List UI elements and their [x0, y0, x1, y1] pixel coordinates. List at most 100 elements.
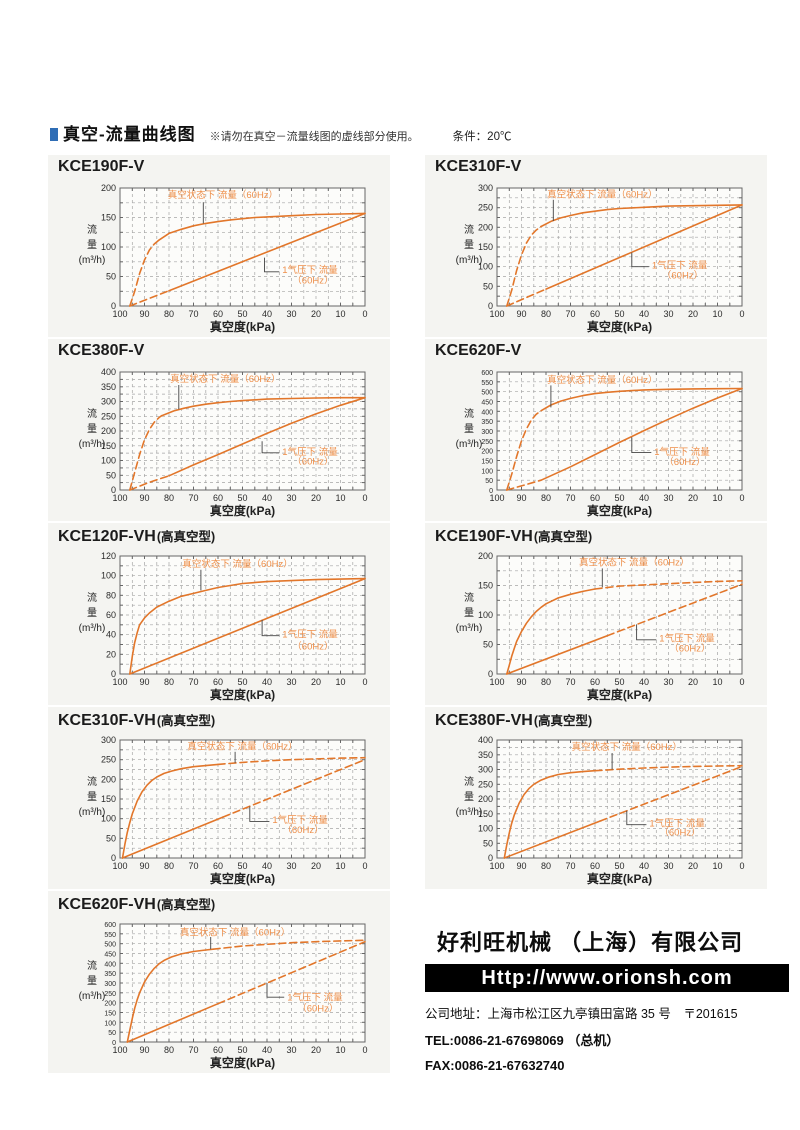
company-name: 好利旺机械 （上海）有限公司 [437, 930, 744, 955]
svg-text:300: 300 [478, 765, 493, 775]
svg-text:真空度(kPa): 真空度(kPa) [210, 687, 275, 702]
svg-text:真空状态下 流量（60Hz）: 真空状态下 流量（60Hz） [170, 373, 280, 385]
svg-text:30: 30 [663, 677, 673, 687]
svg-text:100: 100 [478, 824, 493, 834]
svg-text:20: 20 [688, 493, 698, 503]
svg-text:（60Hz）: （60Hz） [664, 456, 705, 468]
chart-panel-kce310f-vh: KCE310F-VH(高真空型) 0 50 100 150 200 250 300 100 90 8… [48, 707, 390, 889]
svg-text:量: 量 [87, 975, 97, 987]
chart-title: KCE310F-V [425, 155, 767, 178]
svg-text:500: 500 [104, 942, 116, 949]
svg-text:100: 100 [101, 814, 116, 824]
chart-model-name: KCE120F-VH [58, 528, 156, 545]
svg-text:40: 40 [262, 309, 272, 319]
svg-text:400: 400 [101, 367, 116, 377]
svg-text:50: 50 [106, 833, 116, 843]
svg-text:60: 60 [213, 861, 223, 871]
svg-text:90: 90 [516, 493, 526, 503]
svg-text:30: 30 [286, 677, 296, 687]
svg-text:50: 50 [485, 478, 493, 485]
chart-model-name: KCE310F-V [435, 158, 522, 175]
svg-text:1气压下 流量: 1气压下 流量 [652, 260, 708, 272]
svg-text:350: 350 [101, 382, 116, 392]
svg-text:100: 100 [104, 1020, 116, 1027]
svg-text:80: 80 [164, 677, 174, 687]
chart-model-name: KCE310F-VH [58, 712, 156, 729]
svg-text:真空度(kPa): 真空度(kPa) [210, 503, 275, 518]
svg-text:200: 200 [101, 183, 116, 193]
chart-panel-kce620f-vh: KCE620F-VH(高真空型) 0 50 100 150 200 250 300 350 400… [48, 891, 390, 1073]
svg-text:100: 100 [489, 861, 504, 871]
svg-text:400: 400 [481, 409, 493, 416]
svg-text:(m³/h): (m³/h) [79, 807, 106, 818]
svg-text:0: 0 [488, 669, 493, 679]
svg-text:90: 90 [516, 861, 526, 871]
svg-text:0: 0 [362, 861, 367, 871]
svg-text:20: 20 [688, 309, 698, 319]
svg-text:50: 50 [614, 493, 624, 503]
chart-title: KCE190F-V [48, 155, 390, 178]
svg-text:50: 50 [614, 861, 624, 871]
svg-text:0: 0 [111, 669, 116, 679]
svg-text:0: 0 [489, 488, 493, 495]
svg-text:60: 60 [590, 493, 600, 503]
svg-text:80: 80 [541, 677, 551, 687]
svg-text:30: 30 [286, 1045, 296, 1055]
svg-text:0: 0 [739, 309, 744, 319]
chart-model-name: KCE190F-V [58, 158, 145, 175]
svg-text:1气压下 流量: 1气压下 流量 [659, 632, 715, 644]
svg-text:500: 500 [481, 390, 493, 397]
svg-text:80: 80 [164, 861, 174, 871]
svg-text:40: 40 [639, 493, 649, 503]
page-header: 真空-流量曲线图 ※请勿在真空－流量线图的虚线部分使用。 条件：20℃ [50, 120, 511, 145]
svg-text:150: 150 [481, 459, 493, 466]
svg-text:100: 100 [112, 861, 127, 871]
svg-text:100: 100 [101, 456, 116, 466]
chart-panel-kce120f-vh: KCE120F-VH(高真空型) 0 20 40 60 80 100 120 100 90 80 70… [48, 523, 390, 705]
svg-text:流: 流 [464, 775, 474, 788]
svg-text:20: 20 [311, 1045, 321, 1055]
chart-title: KCE310F-VH(高真空型) [48, 707, 390, 730]
svg-text:10: 10 [712, 677, 722, 687]
svg-text:250: 250 [478, 203, 493, 213]
svg-text:0: 0 [362, 309, 367, 319]
svg-text:100: 100 [112, 493, 127, 503]
svg-text:30: 30 [286, 861, 296, 871]
chart-panel-kce620f-v: KCE620F-V 0 50 100 150 200 250 300 350 400 450 500 5… [425, 339, 767, 521]
svg-text:80: 80 [164, 493, 174, 503]
svg-text:80: 80 [541, 861, 551, 871]
svg-text:40: 40 [639, 309, 649, 319]
svg-text:50: 50 [237, 309, 247, 319]
svg-text:10: 10 [712, 493, 722, 503]
svg-text:400: 400 [104, 961, 116, 968]
svg-text:30: 30 [663, 309, 673, 319]
svg-text:100: 100 [112, 309, 127, 319]
svg-text:真空度(kPa): 真空度(kPa) [210, 871, 275, 886]
svg-text:300: 300 [478, 183, 493, 193]
svg-text:200: 200 [478, 222, 493, 232]
svg-text:流: 流 [87, 775, 97, 788]
svg-text:80: 80 [106, 590, 116, 600]
svg-text:真空度(kPa): 真空度(kPa) [587, 503, 652, 518]
svg-text:真空状态下 流量（60Hz）: 真空状态下 流量（60Hz） [547, 189, 657, 201]
svg-text:450: 450 [481, 400, 493, 407]
chart-title: KCE120F-VH(高真空型) [48, 523, 390, 546]
svg-text:(m³/h): (m³/h) [456, 807, 483, 818]
svg-text:200: 200 [101, 774, 116, 784]
svg-text:70: 70 [565, 677, 575, 687]
svg-text:10: 10 [335, 861, 345, 871]
svg-text:40: 40 [262, 677, 272, 687]
svg-text:600: 600 [481, 370, 493, 377]
svg-text:流: 流 [87, 223, 97, 236]
svg-text:量: 量 [87, 607, 97, 619]
svg-text:50: 50 [614, 677, 624, 687]
svg-text:250: 250 [481, 439, 493, 446]
svg-text:（60Hz）: （60Hz） [669, 643, 710, 655]
svg-text:20: 20 [311, 861, 321, 871]
